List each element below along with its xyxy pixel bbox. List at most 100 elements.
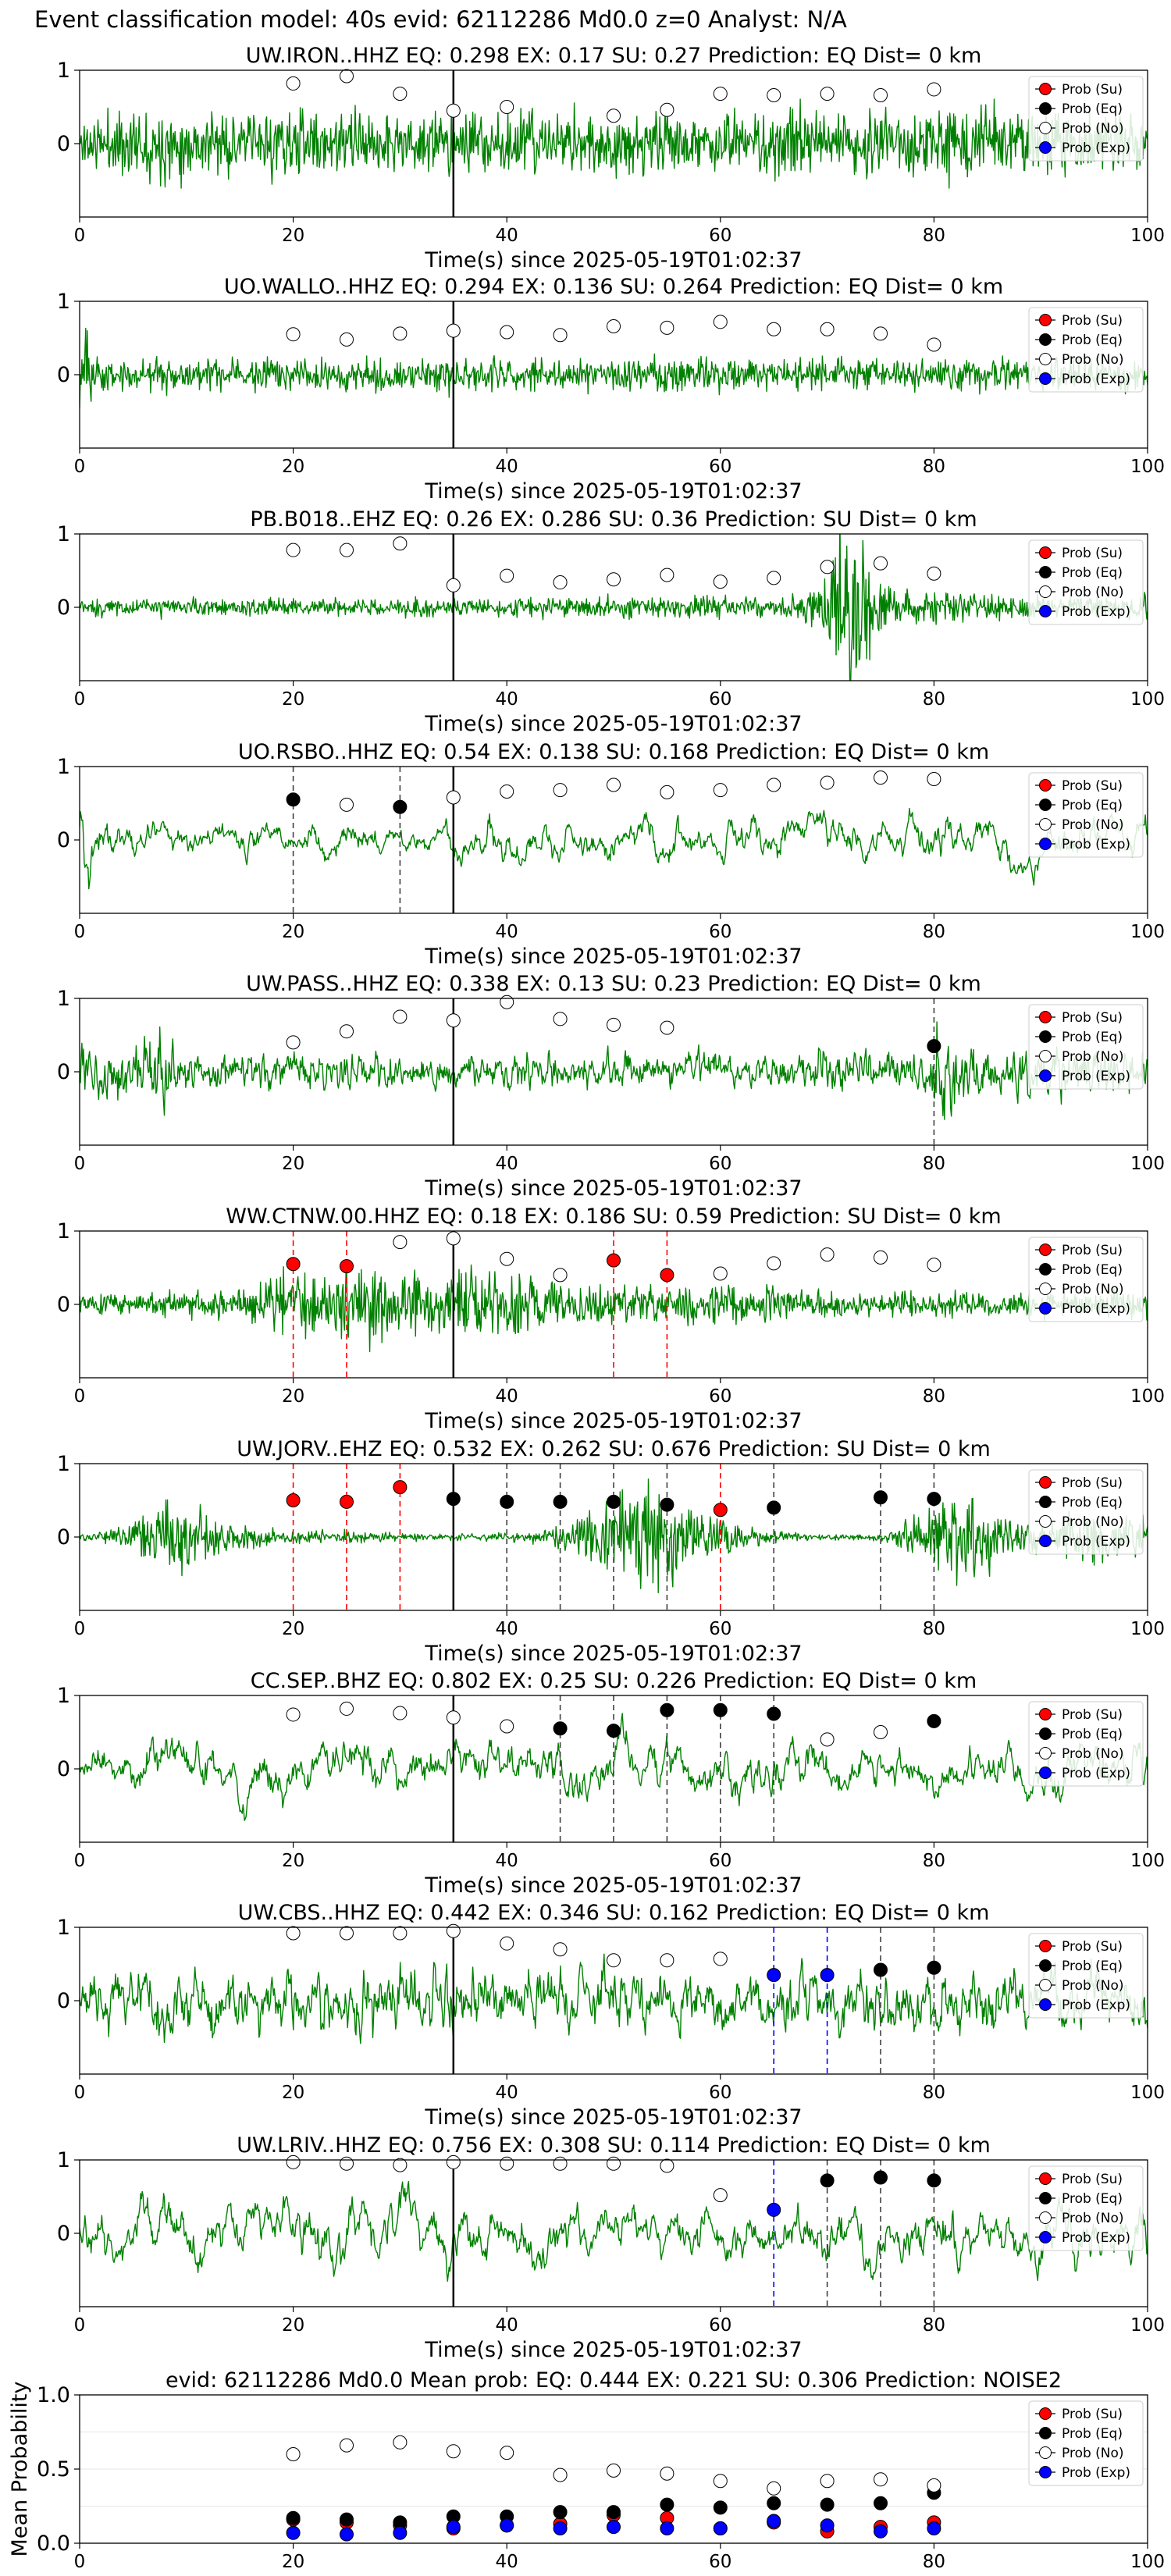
prob-no-marker [927, 566, 941, 581]
prob-no-marker [446, 103, 461, 118]
prob-no-marker [660, 1020, 674, 1035]
legend-marker [1039, 585, 1052, 598]
prob-no-marker [340, 2156, 354, 2171]
x-tick-label: 20 [282, 1619, 304, 1639]
y-tick-label: 1 [57, 1916, 70, 1940]
prob-no-marker [286, 1035, 301, 1050]
x-axis-label: Time(s) since 2025-05-19T01:02:37 [424, 1409, 802, 1433]
prob-exp-marker [767, 2514, 781, 2528]
waveform-panel: UW.LRIV..HHZ EQ: 0.756 EX: 0.308 SU: 0.1… [57, 2133, 1165, 2362]
prob-no-marker [393, 87, 408, 101]
x-tick-label: 100 [1130, 1154, 1165, 1174]
prob-no-marker [553, 575, 568, 590]
waveform-panel: UO.RSBO..HHZ EQ: 0.54 EX: 0.138 SU: 0.16… [57, 740, 1165, 969]
waveform-panel: PB.B018..EHZ EQ: 0.26 EX: 0.286 SU: 0.36… [57, 507, 1165, 736]
x-tick-label: 100 [1130, 226, 1165, 246]
x-tick-label: 80 [923, 2083, 945, 2103]
prob-no-marker [713, 1952, 728, 1966]
prob-no-marker [500, 1251, 514, 1266]
waveform-clip-group [80, 327, 1148, 408]
x-tick-label: 80 [923, 2315, 945, 2336]
prob-no-marker [446, 323, 461, 338]
prob-eq-marker [286, 792, 301, 807]
legend-marker [1039, 1302, 1052, 1315]
x-tick-label: 20 [282, 2552, 304, 2572]
prob-no-marker [713, 2188, 728, 2203]
legend-marker [1039, 566, 1052, 578]
x-tick-label: 40 [496, 2552, 518, 2572]
y-tick-label: 1 [57, 1684, 70, 1708]
legend-label: Prob (Exp) [1062, 1301, 1130, 1317]
legend-marker [1039, 1515, 1052, 1528]
x-tick-label: 60 [709, 226, 731, 246]
legend-box [1028, 2165, 1144, 2251]
x-tick-label: 100 [1130, 2315, 1165, 2336]
prob-no-marker [607, 2156, 621, 2171]
legend-marker [1039, 141, 1052, 154]
y-tick-label: 0 [57, 1757, 70, 1781]
legend-marker [1039, 122, 1052, 134]
waveform-clip-group [80, 1713, 1148, 1821]
prob-su-marker [340, 1494, 354, 1509]
prob-no-marker [446, 1923, 461, 1938]
prob-no-marker [660, 320, 674, 335]
legend-label: Prob (Exp) [1062, 1069, 1130, 1084]
prob-no-marker [286, 1926, 301, 1941]
x-tick-label: 100 [1130, 2083, 1165, 2103]
legend-label: Prob (Eq) [1062, 798, 1123, 813]
legend-marker [1039, 102, 1052, 115]
legend-label: Prob (No) [1062, 1049, 1124, 1065]
prob-exp-marker [607, 2520, 621, 2535]
x-tick-label: 100 [1130, 1619, 1165, 1639]
prob-no-marker [820, 1247, 835, 1262]
panel-title: evid: 62112286 Md0.0 Mean prob: EQ: 0.44… [166, 2368, 1062, 2393]
prob-no-marker [607, 777, 621, 792]
prob-no-marker [553, 783, 568, 798]
prob-exp-marker [393, 2525, 408, 2540]
legend-label: Prob (Exp) [1062, 2465, 1130, 2481]
legend-marker [1039, 83, 1052, 95]
y-tick-label: 0 [57, 2222, 70, 2246]
legend-box [1028, 1236, 1144, 1322]
legend-box [1028, 76, 1144, 162]
x-tick-label: 40 [496, 689, 518, 710]
panel-title: UW.IRON..HHZ EQ: 0.298 EX: 0.17 SU: 0.27… [246, 44, 982, 68]
prob-su-marker [286, 1493, 301, 1507]
prob-no-marker [393, 2435, 408, 2450]
legend-box [1028, 307, 1144, 393]
prob-no-marker [553, 328, 568, 343]
panel-title: UW.CBS..HHZ EQ: 0.442 EX: 0.346 SU: 0.16… [238, 1901, 990, 1925]
prob-no-marker [607, 109, 621, 123]
legend-label: Prob (Exp) [1062, 604, 1130, 620]
x-axis-label: Time(s) since 2025-05-19T01:02:37 [424, 1176, 802, 1201]
waveform-clip-group [80, 98, 1148, 189]
prob-eq-marker [874, 2496, 888, 2510]
x-tick-label: 80 [923, 689, 945, 710]
prob-no-marker [767, 87, 781, 102]
prob-no-marker [927, 337, 941, 352]
legend-marker [1039, 1747, 1052, 1759]
x-tick-label: 0 [74, 1154, 86, 1174]
prob-no-marker [607, 2463, 621, 2478]
prob-eq-marker [340, 2512, 354, 2527]
y-tick-label: 0.0 [37, 2532, 70, 2556]
prob-no-marker [767, 1256, 781, 1271]
waveform-panel: UW.CBS..HHZ EQ: 0.442 EX: 0.346 SU: 0.16… [57, 1901, 1165, 2129]
x-tick-label: 40 [496, 226, 518, 246]
waveform-panel: CC.SEP..BHZ EQ: 0.802 EX: 0.25 SU: 0.226… [57, 1669, 1165, 1898]
prob-no-marker [500, 994, 514, 1009]
prob-eq-marker [660, 1497, 674, 1512]
waveform-clip-group [80, 1953, 1148, 2044]
x-tick-label: 100 [1130, 457, 1165, 477]
x-tick-label: 40 [496, 1386, 518, 1407]
prob-exp-marker [767, 1968, 781, 1983]
prob-exp-marker [553, 2521, 568, 2535]
prob-eq-marker [927, 1492, 941, 1507]
prob-eq-marker [767, 2496, 781, 2510]
waveform-trace [80, 2180, 1148, 2282]
y-tick-label: 0 [57, 596, 70, 620]
prob-eq-marker [820, 2497, 835, 2512]
prob-eq-marker [500, 1494, 514, 1509]
prob-no-marker [286, 327, 301, 342]
x-tick-label: 60 [709, 1154, 731, 1174]
